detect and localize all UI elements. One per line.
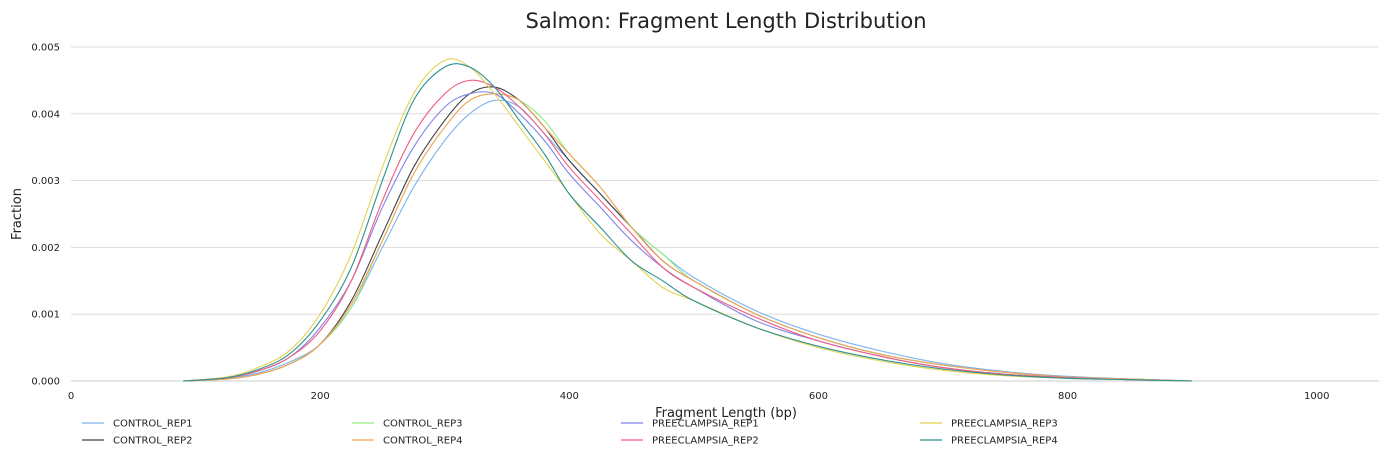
series-line-preeclampsia-rep4 xyxy=(183,63,1193,382)
y-axis-label: Fraction xyxy=(10,188,25,240)
series-lines xyxy=(183,58,1193,382)
y-tick-label: 0.001 xyxy=(31,310,60,321)
legend-item-control-rep4[interactable]: CONTROL_REP4 xyxy=(352,436,463,447)
x-axis-ticks: 0 200 400 600 800 1000 xyxy=(68,391,1330,402)
chart-title: Salmon: Fragment Length Distribution xyxy=(526,9,927,33)
legend-label: PREECLAMPSIA_REP2 xyxy=(652,436,759,447)
legend-item-preeclampsia-rep3[interactable]: PREECLAMPSIA_REP3 xyxy=(920,419,1058,430)
series-line-preeclampsia-rep1 xyxy=(183,91,1193,382)
series-line-control-rep4 xyxy=(183,93,1193,382)
series-line-preeclampsia-rep3 xyxy=(183,58,1193,382)
x-axis-label: Fragment Length (bp) xyxy=(655,406,797,421)
y-tick-label: 0.003 xyxy=(31,176,60,187)
series-line-control-rep3 xyxy=(183,93,1193,382)
legend: CONTROL_REP1 CONTROL_REP2 CONTROL_REP3 CONT… xyxy=(82,419,1058,447)
legend-label: CONTROL_REP1 xyxy=(113,419,193,430)
legend-item-control-rep3[interactable]: CONTROL_REP3 xyxy=(352,419,463,430)
y-tick-label: 0.000 xyxy=(31,377,60,388)
y-tick-label: 0.004 xyxy=(31,109,60,120)
legend-label: CONTROL_REP4 xyxy=(383,436,463,447)
x-tick-label: 800 xyxy=(1058,391,1077,402)
legend-label: PREECLAMPSIA_REP1 xyxy=(652,419,759,430)
legend-item-preeclampsia-rep2[interactable]: PREECLAMPSIA_REP2 xyxy=(621,436,759,447)
legend-label: CONTROL_REP3 xyxy=(383,419,463,430)
series-line-control-rep2 xyxy=(183,86,1193,382)
y-tick-label: 0.005 xyxy=(31,43,60,54)
grid-lines xyxy=(71,46,1379,382)
x-tick-label: 600 xyxy=(809,391,828,402)
series-line-control-rep1 xyxy=(183,99,1193,382)
x-tick-label: 1000 xyxy=(1304,391,1329,402)
legend-label: PREECLAMPSIA_REP3 xyxy=(951,419,1058,430)
y-axis-ticks: 0.000 0.001 0.002 0.003 0.004 0.005 xyxy=(31,43,60,388)
series-line-preeclampsia-rep2 xyxy=(183,79,1193,382)
x-tick-label: 400 xyxy=(560,391,579,402)
legend-item-control-rep2[interactable]: CONTROL_REP2 xyxy=(82,436,193,447)
legend-item-control-rep1[interactable]: CONTROL_REP1 xyxy=(82,419,193,430)
legend-label: PREECLAMPSIA_REP4 xyxy=(951,436,1058,447)
legend-label: CONTROL_REP2 xyxy=(113,436,193,447)
legend-item-preeclampsia-rep1[interactable]: PREECLAMPSIA_REP1 xyxy=(621,419,759,430)
x-tick-label: 200 xyxy=(311,391,330,402)
y-tick-label: 0.002 xyxy=(31,243,60,254)
legend-item-preeclampsia-rep4[interactable]: PREECLAMPSIA_REP4 xyxy=(920,436,1058,447)
x-tick-label: 0 xyxy=(68,391,74,402)
